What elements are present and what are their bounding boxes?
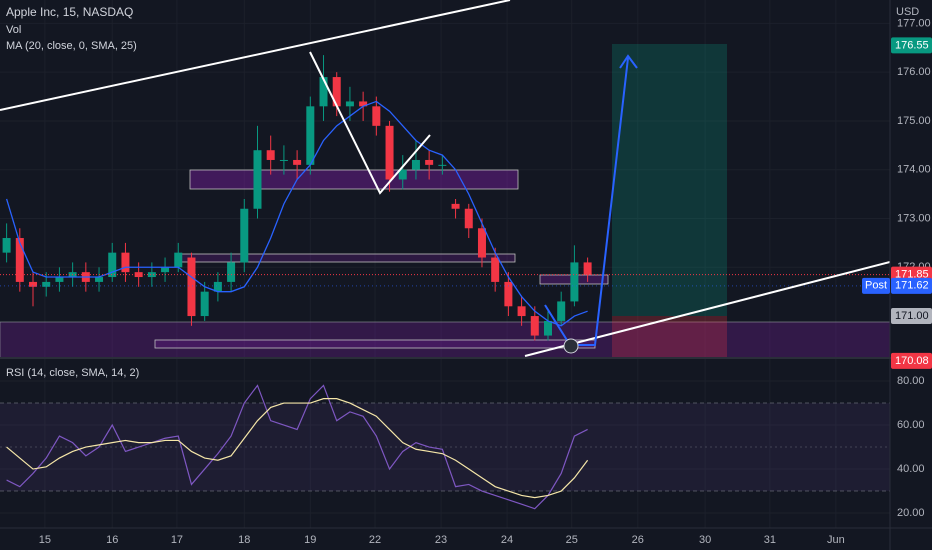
- y-tick-label: 60.00: [897, 419, 925, 431]
- candle-body: [543, 320, 552, 336]
- candle-body: [306, 106, 315, 165]
- candle-body: [187, 257, 196, 317]
- candle-body: [29, 281, 38, 287]
- candle-body: [95, 277, 104, 282]
- x-tick-label: 18: [238, 534, 250, 546]
- candle-body: [398, 169, 407, 180]
- price-label: 171.62: [895, 280, 929, 292]
- x-tick-label: 23: [435, 534, 447, 546]
- candle-body: [477, 228, 486, 258]
- x-tick-label: 25: [566, 534, 578, 546]
- y-tick-label: 176.00: [897, 66, 931, 78]
- y-tick-label: 177.00: [897, 17, 931, 29]
- price-label: 171.85: [895, 269, 929, 281]
- price-label: 170.08: [895, 355, 929, 367]
- candle-body: [200, 291, 209, 317]
- candle-body: [570, 262, 579, 302]
- candle-body: [227, 262, 236, 282]
- candle-body: [240, 208, 249, 263]
- y-tick-label: 173.00: [897, 212, 931, 224]
- candle-body: [42, 281, 51, 287]
- price-label: 171.00: [895, 310, 929, 322]
- rsi-line: [6, 384, 588, 510]
- x-tick-label: 17: [171, 534, 183, 546]
- candle-body: [411, 159, 420, 170]
- y-tick-label: 174.00: [897, 164, 931, 176]
- x-tick-label: Jun: [827, 534, 845, 546]
- candle-body: [121, 252, 130, 273]
- candle-body: [161, 267, 170, 273]
- rsi-band: [0, 403, 890, 492]
- indicator-legend: MA (20, close, 0, SMA, 25): [6, 40, 137, 52]
- price-label-box: [891, 352, 932, 369]
- candle-body: [359, 101, 368, 107]
- y-tick-label: 80.00: [897, 375, 925, 387]
- candle-body: [253, 150, 262, 209]
- candle-body: [266, 150, 275, 160]
- candle-body: [491, 257, 500, 282]
- candle-body: [464, 208, 473, 229]
- y-tick-label: 175.00: [897, 115, 931, 127]
- candle-body: [279, 159, 288, 161]
- price-label-box: [891, 308, 932, 325]
- indicator-legend: RSI (14, close, SMA, 14, 2): [6, 367, 139, 379]
- ma-line: [5, 100, 588, 327]
- stop-zone: [612, 316, 727, 358]
- x-tick-label: 22: [369, 534, 381, 546]
- zone: [154, 339, 596, 349]
- candle-body: [332, 77, 341, 107]
- zigzag: [309, 51, 431, 195]
- candle-body: [385, 125, 394, 180]
- x-tick-label: 19: [304, 534, 316, 546]
- x-tick-label: 26: [632, 534, 644, 546]
- candle-body: [530, 316, 539, 336]
- candle-body: [504, 281, 513, 307]
- candle-body: [583, 262, 592, 275]
- candle-body: [174, 252, 183, 268]
- candle-body: [319, 77, 328, 107]
- candle-body: [517, 306, 526, 317]
- price-tag: Post: [865, 280, 887, 292]
- zone: [189, 169, 519, 190]
- candle-body: [55, 277, 64, 282]
- x-tick-label: 30: [699, 534, 711, 546]
- candle-body: [557, 301, 566, 321]
- price-label-box: [891, 37, 932, 54]
- candle-body: [425, 159, 434, 165]
- candle-body: [15, 238, 24, 282]
- indicator-legend: Vol: [6, 24, 21, 36]
- candle-body: [213, 281, 222, 292]
- trendline: [0, 0, 511, 111]
- x-tick-label: 31: [764, 534, 776, 546]
- y-tick-label: 40.00: [897, 463, 925, 475]
- zone: [177, 253, 516, 263]
- currency: USD: [896, 6, 919, 18]
- path-arrow: [544, 57, 629, 346]
- x-tick-label: 16: [106, 534, 118, 546]
- grid: [0, 402, 890, 492]
- symbol-title: Apple Inc, 15, NASDAQ: [6, 5, 133, 19]
- x-tick-label: 15: [39, 534, 51, 546]
- event-icon[interactable]: [563, 338, 579, 354]
- candle-body: [372, 106, 381, 126]
- candle-body: [108, 252, 117, 278]
- y-tick-label: 20.00: [897, 507, 925, 519]
- arrow-head: [619, 54, 638, 69]
- candle-body: [345, 101, 354, 107]
- candle-body: [451, 203, 460, 209]
- price-label: 176.55: [895, 39, 929, 51]
- x-tick-label: 24: [501, 534, 513, 546]
- price-tag-box: [862, 277, 890, 294]
- target-zone: [612, 44, 727, 316]
- candle-body: [293, 159, 302, 165]
- candle-body: [147, 272, 156, 278]
- price-label-box: [891, 277, 932, 294]
- rsi-line: [6, 398, 589, 499]
- candle-body: [2, 238, 11, 253]
- trendline: [524, 261, 891, 357]
- candle-body: [438, 164, 447, 166]
